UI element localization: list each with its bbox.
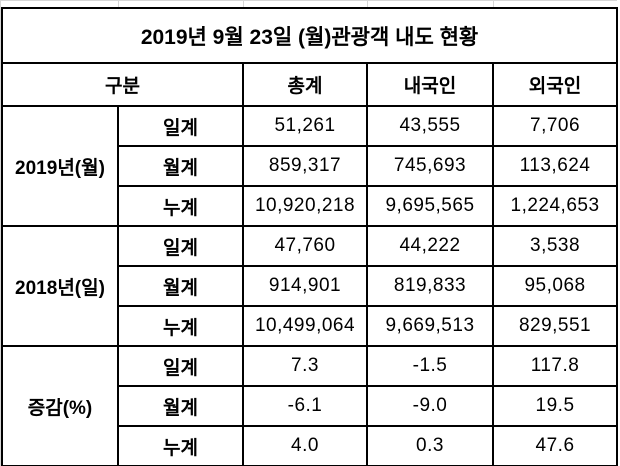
group-label-2019: 2019년(월) <box>1 105 119 227</box>
table-row: 누계 10,499,064 9,669,513 829,551 <box>2 305 619 347</box>
table-row: 증감(%) 일계 7.3 -1.5 117.8 <box>1 345 619 466</box>
cell-domestic: 0.3 <box>366 425 494 466</box>
cell-domestic: 819,833 <box>366 265 494 307</box>
header-total: 총계 <box>242 62 368 107</box>
group-label-2018: 2018년(일) <box>1 225 119 347</box>
gridline-tick-col1 <box>118 0 119 8</box>
row-label: 월계 <box>117 385 244 427</box>
cell-foreign: 113,624 <box>491 145 619 187</box>
cell-total: 10,920,218 <box>242 185 368 227</box>
cell-domestic: 44,222 <box>366 225 494 267</box>
cell-total: 914,901 <box>242 265 368 307</box>
table-row: 2018년(일) 일계 47,760 44,222 3,538 <box>1 225 619 347</box>
cell-total: 10,499,064 <box>242 305 368 347</box>
cell-foreign: 3,538 <box>491 225 619 267</box>
cell-total: 47,760 <box>242 225 368 267</box>
table-row: 누계 4.0 0.3 47.6 <box>2 425 619 466</box>
gridline-tick-col4 <box>493 0 494 8</box>
gridline-tick-col3 <box>367 0 368 8</box>
table-row: 월계 -6.1 -9.0 19.5 <box>2 385 619 427</box>
gridline-left <box>0 0 1 466</box>
cell-foreign: 829,551 <box>491 305 619 347</box>
group-label-change: 증감(%) <box>1 345 119 466</box>
cell-foreign: 117.8 <box>491 345 619 387</box>
table-title: 2019년 9월 23일 (월)관광객 내도 현황 <box>0 7 619 64</box>
table-row: 월계 859,317 745,693 113,624 <box>2 145 619 187</box>
cell-total: 51,261 <box>242 105 368 147</box>
header-category: 구분 <box>1 62 244 107</box>
row-label: 누계 <box>117 185 244 227</box>
row-label: 월계 <box>117 145 244 187</box>
row-label: 일계 <box>117 345 244 387</box>
cell-foreign: 95,068 <box>491 265 619 307</box>
cell-foreign: 7,706 <box>491 105 619 147</box>
table-row: 2019년(월) 일계 51,261 43,555 7,706 <box>1 105 619 227</box>
cell-domestic: -1.5 <box>366 345 494 387</box>
title-row: 2019년 9월 23일 (월)관광객 내도 현황 <box>0 7 619 64</box>
gridline-top <box>0 0 617 1</box>
cell-domestic: 9,695,565 <box>366 185 494 227</box>
row-label: 일계 <box>117 225 244 267</box>
cell-total: -6.1 <box>242 385 368 427</box>
row-label: 누계 <box>117 305 244 347</box>
cell-foreign: 19.5 <box>491 385 619 427</box>
header-row: 구분 총계 내국인 외국인 <box>1 62 619 107</box>
cell-domestic: 745,693 <box>366 145 494 187</box>
cell-domestic: 9,669,513 <box>366 305 494 347</box>
header-foreign: 외국인 <box>491 62 619 107</box>
cell-domestic: -9.0 <box>366 385 494 427</box>
gridline-tick-col2 <box>243 0 244 8</box>
cell-domestic: 43,555 <box>366 105 494 147</box>
table-row: 월계 914,901 819,833 95,068 <box>2 265 619 307</box>
tourist-arrivals-table: 2019년 9월 23일 (월)관광객 내도 현황 구분 총계 내국인 외국인 … <box>0 7 619 466</box>
row-label: 일계 <box>117 105 244 147</box>
row-label: 월계 <box>117 265 244 307</box>
header-domestic: 내국인 <box>366 62 494 107</box>
row-label: 누계 <box>117 425 244 466</box>
cell-total: 4.0 <box>242 425 368 466</box>
cell-foreign: 1,224,653 <box>491 185 619 227</box>
table-row: 누계 10,920,218 9,695,565 1,224,653 <box>2 185 619 227</box>
cell-foreign: 47.6 <box>491 425 619 466</box>
cell-total: 859,317 <box>242 145 368 187</box>
cell-total: 7.3 <box>242 345 368 387</box>
